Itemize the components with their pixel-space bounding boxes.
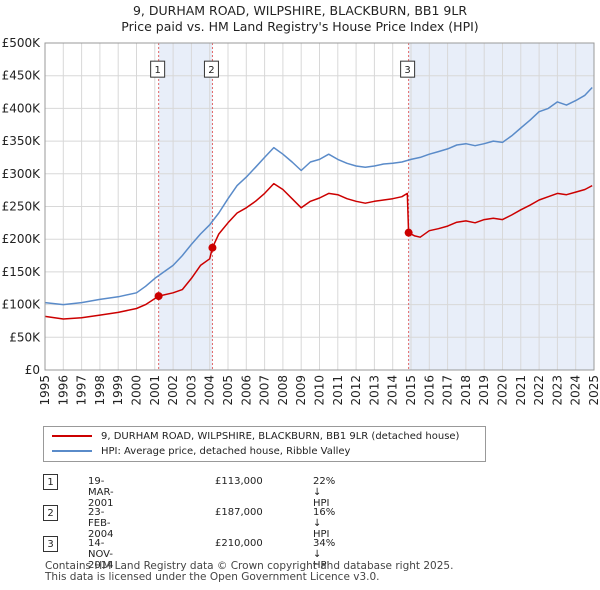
x-tick-label: 2019 xyxy=(477,375,491,406)
sale-marker-label: 2 xyxy=(203,60,219,78)
plot-frame xyxy=(44,42,595,371)
x-tick-label: 2012 xyxy=(349,375,363,406)
legend-label-property: 9, DURHAM ROAD, WILPSHIRE, BLACKBURN, BB… xyxy=(101,430,460,442)
legend-swatch-hpi xyxy=(52,450,92,452)
y-tick-label: £250K xyxy=(2,200,42,214)
property-price-line xyxy=(44,182,593,320)
legend-item-property: 9, DURHAM ROAD, WILPSHIRE, BLACKBURN, BB… xyxy=(52,429,459,443)
legend-item-hpi: HPI: Average price, detached house, Ribb… xyxy=(52,444,350,458)
footer-line-licence: This data is licensed under the Open Gov… xyxy=(45,571,380,583)
sale-marker-lines xyxy=(158,43,410,370)
y-tick-label: £300K xyxy=(2,167,42,181)
hpi-line xyxy=(44,86,593,306)
y-tick-label: £200K xyxy=(2,232,42,246)
x-tick-label: 1997 xyxy=(75,375,89,406)
sale-hpi-diff: 34% ↓ HPI xyxy=(313,538,336,571)
y-tick-label: £100K xyxy=(2,298,42,312)
legend-swatch-property xyxy=(52,435,92,437)
x-tick-label: 2010 xyxy=(313,375,327,406)
x-tick-label: 2005 xyxy=(221,375,235,406)
sale-hpi-diff: 22% ↓ HPI xyxy=(313,476,336,509)
sale-marker-label: 3 xyxy=(400,60,416,78)
sale-point xyxy=(404,228,413,237)
x-tick-label: 2011 xyxy=(331,375,345,406)
sale-date: 19-MAR-2001 xyxy=(88,476,114,509)
sale-date: 23-FEB-2004 xyxy=(88,507,114,540)
x-tick-label: 2024 xyxy=(569,375,583,406)
footer-attribution: Contains HM Land Registry data © Crown c… xyxy=(45,561,453,583)
sale-marker-number: 1 xyxy=(154,65,160,76)
chart-grid xyxy=(44,42,595,371)
sale-marker-box xyxy=(150,60,166,78)
chart-series xyxy=(44,86,593,320)
chart-axes: £0 £50K £100K £150K £200K £250K £300K £350K £400… xyxy=(2,36,600,406)
chart-title-address: 9, DURHAM ROAD, WILPSHIRE, BLACKBURN, BB… xyxy=(132,3,468,18)
sale-number-badge: 3 xyxy=(43,536,58,552)
sale-point xyxy=(154,292,163,301)
sale-marker-box xyxy=(203,60,219,78)
x-tick-label: 2007 xyxy=(258,375,272,406)
x-tick-label: 2006 xyxy=(239,375,253,406)
sale-price: £187,000 xyxy=(215,507,263,518)
sale-marker-number: 2 xyxy=(208,65,214,76)
sale-marker-number: 3 xyxy=(404,65,410,76)
x-tick-label: 2004 xyxy=(203,375,217,406)
chart-legend: 9, DURHAM ROAD, WILPSHIRE, BLACKBURN, BB… xyxy=(43,426,486,462)
y-tick-label: £500K xyxy=(2,36,42,50)
x-tick-label: 2001 xyxy=(148,375,162,406)
sale-marker-labels: 1 2 3 xyxy=(150,60,416,78)
sale-number-badge: 1 xyxy=(43,474,58,490)
x-tick-label: 1996 xyxy=(56,375,70,406)
footer-line-copyright: Contains HM Land Registry data © Crown c… xyxy=(45,560,454,572)
x-tick-label: 2003 xyxy=(184,375,198,406)
x-tick-label: 2023 xyxy=(550,375,564,406)
sale-date: 14-NOV-2014 xyxy=(88,538,114,571)
x-tick-label: 2017 xyxy=(441,375,455,406)
y-tick-label: £350K xyxy=(2,134,42,148)
x-tick-label: 2015 xyxy=(404,375,418,406)
x-tick-label: 2025 xyxy=(587,375,600,406)
y-tick-label: £450K xyxy=(2,69,42,83)
x-tick-label: 2014 xyxy=(386,375,400,406)
x-tick-label: 2013 xyxy=(367,375,381,406)
sale-price: £113,000 xyxy=(215,476,263,487)
sale-points xyxy=(154,228,413,301)
sale-price: £210,000 xyxy=(215,538,263,549)
legend-label-hpi: HPI: Average price, detached house, Ribb… xyxy=(101,445,351,457)
x-tick-label: 1999 xyxy=(111,375,125,406)
price-chart: 1 2 3 £0 £50K £100K £150K £200K £250K £300K £350K… xyxy=(2,36,600,406)
x-tick-label: 2018 xyxy=(459,375,473,406)
x-tick-label: 2022 xyxy=(532,375,546,406)
x-tick-label: 1998 xyxy=(93,375,107,406)
x-tick-label: 2021 xyxy=(514,375,528,406)
x-tick-label: 2002 xyxy=(166,375,180,406)
y-tick-label: £0 xyxy=(25,363,40,377)
sale-marker-box xyxy=(400,60,416,78)
x-tick-label: 1995 xyxy=(38,375,52,406)
x-tick-label: 2020 xyxy=(496,375,510,406)
x-tick-label: 2000 xyxy=(130,375,144,406)
y-tick-label: £150K xyxy=(2,265,42,279)
sale-marker-label: 1 xyxy=(150,60,166,78)
x-tick-label: 2009 xyxy=(294,375,308,406)
sale-point xyxy=(208,243,217,252)
sale-number-badge: 2 xyxy=(43,505,58,521)
sale-hpi-diff: 16% ↓ HPI xyxy=(313,507,336,540)
x-tick-label: 2008 xyxy=(276,375,290,406)
y-tick-label: £400K xyxy=(2,101,42,115)
y-tick-label: £50K xyxy=(9,330,41,344)
chart-subtitle: Price paid vs. HM Land Registry's House … xyxy=(121,19,479,34)
x-tick-label: 2016 xyxy=(422,375,436,406)
